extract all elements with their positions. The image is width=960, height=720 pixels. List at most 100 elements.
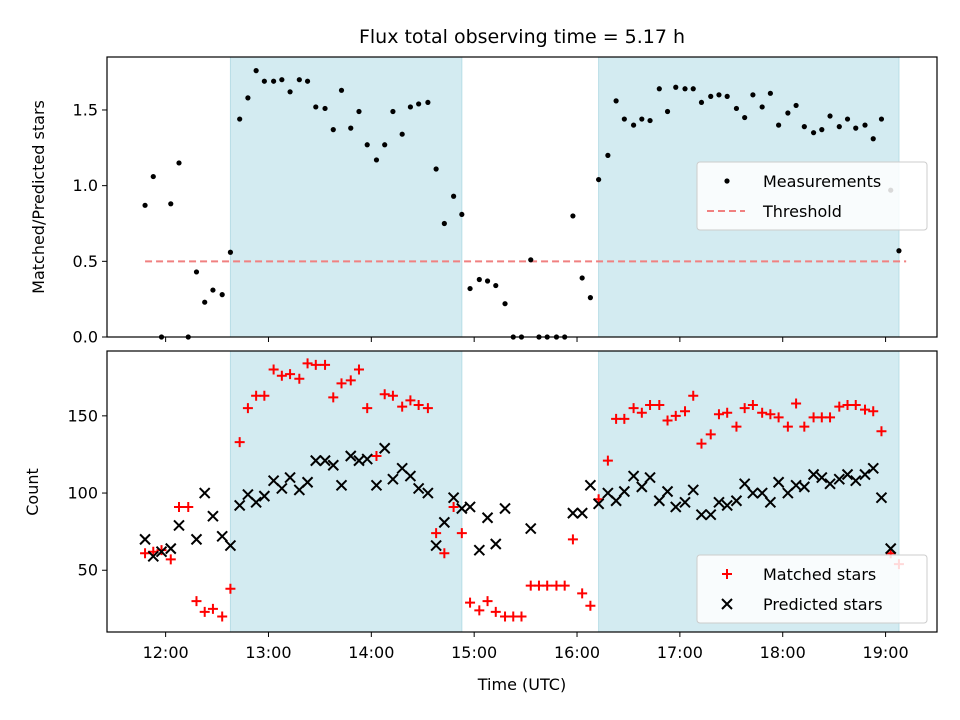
x-tick-label: 12:00 — [143, 643, 189, 662]
dot-marker — [630, 122, 637, 128]
plus-marker — [294, 373, 305, 384]
x-marker — [165, 542, 177, 555]
plus-marker — [799, 421, 810, 432]
top-y-ticks: 0.0 0.5 1.0 1.5 — [73, 100, 107, 347]
x-marker — [867, 462, 879, 475]
chart-title: Flux total observing time = 5.17 h — [359, 26, 685, 48]
dot-marker — [878, 116, 885, 122]
dot-marker — [793, 102, 799, 109]
top-shaded-regions — [229, 56, 900, 338]
dot-marker — [253, 68, 259, 74]
x-marker — [592, 498, 605, 510]
x-marker — [679, 496, 691, 509]
plus-marker — [276, 370, 287, 381]
plus-marker — [868, 406, 879, 417]
x-marker — [756, 487, 768, 499]
x-marker — [155, 546, 168, 558]
plus-marker — [183, 501, 194, 512]
dot-marker — [698, 99, 705, 106]
dot-marker — [827, 113, 833, 119]
plus-marker — [585, 600, 596, 611]
plus-marker — [310, 359, 321, 370]
plus-marker — [490, 606, 501, 617]
dot-marker — [313, 104, 319, 110]
dot-marker — [407, 104, 414, 110]
plus-marker — [602, 455, 613, 466]
x-marker — [747, 487, 759, 499]
x-marker — [807, 468, 820, 481]
dot-marker — [348, 125, 354, 131]
plus-marker — [285, 369, 296, 380]
plus-marker — [371, 450, 382, 461]
x-marker — [327, 459, 339, 471]
bottom-x-ticks: 12:00 13:00 14:00 15:00 16:00 17:00 18:00 19:00 — [143, 632, 909, 662]
dot-marker — [271, 78, 277, 84]
y-tick-label: 150 — [67, 406, 98, 425]
legend-label: Measurements — [763, 172, 881, 191]
dot-marker — [664, 108, 671, 115]
plus-marker — [140, 548, 151, 559]
dot-marker — [476, 276, 482, 283]
plus-marker — [156, 545, 167, 556]
dot-marker — [836, 124, 842, 130]
legend-dot-swatch — [724, 178, 730, 184]
dot-marker — [219, 292, 225, 298]
dot-marker — [287, 89, 293, 95]
dot-marker — [433, 166, 439, 172]
dot-marker — [330, 127, 336, 133]
dot-marker — [237, 116, 243, 122]
panel-top: 0.0 0.5 1.0 1.5 Matched/Predicted stars Mea… — [29, 56, 938, 347]
dot-marker — [896, 248, 902, 254]
dot-marker — [279, 77, 285, 83]
dot-marker — [844, 116, 851, 122]
dot-marker — [819, 127, 825, 133]
plus-marker — [731, 421, 742, 432]
x-marker — [713, 496, 725, 509]
dot-marker — [579, 275, 585, 281]
dot-marker — [451, 193, 457, 199]
plus-marker — [680, 406, 691, 417]
plus-marker — [353, 364, 364, 375]
y-tick-label: 50 — [78, 561, 98, 580]
plus-marker — [191, 596, 202, 607]
x-marker — [190, 533, 203, 546]
plus-marker — [696, 438, 707, 449]
x-marker — [319, 454, 331, 467]
dot-marker — [364, 142, 370, 148]
dot-marker — [356, 108, 362, 115]
dot-marker — [733, 105, 740, 112]
x-tick-label: 14:00 — [348, 643, 394, 662]
top-axes-frame — [106, 56, 938, 338]
dot-marker — [528, 257, 534, 263]
x-marker — [576, 507, 588, 519]
x-marker — [216, 530, 228, 542]
dot-marker — [150, 173, 156, 180]
count-points — [139, 358, 904, 622]
x-marker — [387, 473, 399, 485]
dot-marker — [656, 86, 662, 92]
x-marker — [207, 510, 219, 522]
legend-label: Matched stars — [763, 565, 876, 584]
dot-marker — [862, 122, 868, 128]
x-marker — [885, 542, 897, 555]
plus-marker — [225, 583, 236, 594]
x-marker — [345, 450, 357, 462]
plus-marker — [850, 400, 861, 411]
dot-marker — [853, 125, 859, 131]
dot-marker — [261, 78, 267, 84]
legend-box — [696, 161, 928, 231]
dot-marker — [708, 93, 714, 99]
x-marker — [224, 539, 237, 552]
x-marker — [284, 471, 296, 484]
dot-marker — [416, 101, 422, 107]
x-tick-label: 16:00 — [554, 643, 600, 662]
dot-marker — [467, 285, 473, 292]
plus-marker — [645, 400, 656, 411]
x-marker — [772, 476, 785, 488]
x-marker — [233, 499, 246, 512]
dot-marker — [587, 295, 593, 301]
x-marker — [584, 479, 597, 492]
dot-marker — [647, 117, 653, 124]
bottom-legend: Matched stars Predicted stars — [696, 554, 928, 624]
